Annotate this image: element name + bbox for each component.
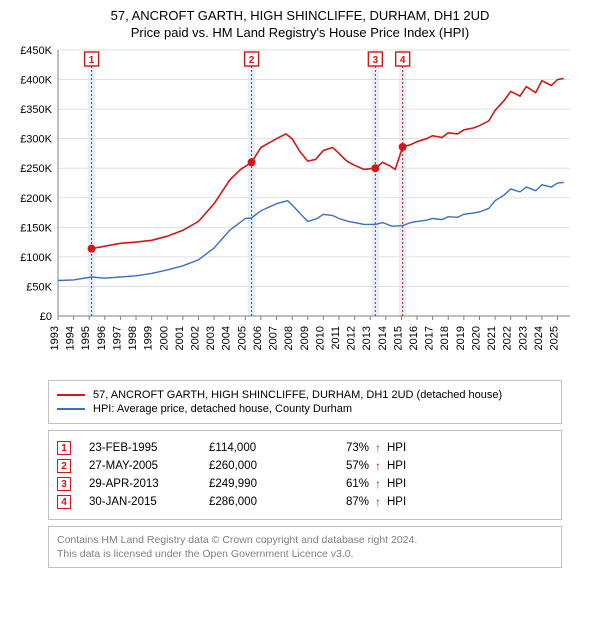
up-arrow-icon: ↑	[375, 495, 381, 509]
svg-text:3: 3	[373, 55, 379, 66]
svg-text:1998: 1998	[127, 326, 139, 350]
chart-area: £0 £50K £100K £150K £200K £250K £300K £350K £400…	[10, 44, 590, 374]
svg-text:£150K: £150K	[20, 222, 52, 234]
svg-text:2021: 2021	[486, 326, 498, 350]
event-pct: 87%	[319, 496, 369, 508]
svg-text:2025: 2025	[549, 326, 561, 350]
event-date: 30-JAN-2015	[89, 496, 209, 508]
svg-text:£50K: £50K	[26, 281, 52, 293]
event-date: 29-APR-2013	[89, 478, 209, 490]
up-arrow-icon: ↑	[375, 441, 381, 455]
attribution-line: Contains HM Land Registry data © Crown c…	[57, 533, 553, 547]
legend-swatch	[57, 394, 85, 396]
legend: 57, ANCROFT GARTH, HIGH SHINCLIFFE, DURH…	[48, 380, 562, 424]
chart-subtitle: Price paid vs. HM Land Registry's House …	[10, 25, 590, 40]
event-price: £114,000	[209, 442, 319, 454]
attribution-line: This data is licensed under the Open Gov…	[57, 547, 553, 561]
svg-text:2009: 2009	[299, 326, 311, 350]
event-table: 123-FEB-1995£114,00073%↑HPI227-MAY-2005£…	[48, 430, 562, 520]
svg-text:2019: 2019	[455, 326, 467, 350]
event-row: 4 30-JAN-2015£286,00087% ↑ HPI	[57, 495, 553, 509]
event-badge: 4	[57, 495, 71, 509]
legend-item: HPI: Average price, detached house, Coun…	[57, 403, 553, 415]
legend-label: HPI: Average price, detached house, Coun…	[93, 403, 352, 415]
svg-text:1997: 1997	[111, 326, 123, 350]
svg-text:2022: 2022	[502, 326, 514, 350]
legend-item: 57, ANCROFT GARTH, HIGH SHINCLIFFE, DURH…	[57, 389, 553, 401]
svg-text:2010: 2010	[314, 326, 326, 350]
svg-text:£300K: £300K	[20, 134, 52, 146]
chart-title: 57, ANCROFT GARTH, HIGH SHINCLIFFE, DURH…	[10, 8, 590, 23]
event-hpi-label: HPI	[387, 478, 406, 490]
event-badge: 2	[57, 459, 71, 473]
svg-text:2003: 2003	[205, 326, 217, 350]
svg-text:£400K: £400K	[20, 75, 52, 87]
svg-text:2004: 2004	[221, 326, 233, 350]
event-badge: 3	[57, 477, 71, 491]
svg-text:2001: 2001	[174, 326, 186, 350]
svg-text:£100K: £100K	[20, 252, 52, 264]
svg-text:2007: 2007	[268, 326, 280, 350]
up-arrow-icon: ↑	[375, 459, 381, 473]
event-price: £260,000	[209, 460, 319, 472]
svg-text:2024: 2024	[533, 326, 545, 350]
event-hpi-label: HPI	[387, 496, 406, 508]
svg-text:2012: 2012	[346, 326, 358, 350]
attribution: Contains HM Land Registry data © Crown c…	[48, 526, 562, 568]
legend-label: 57, ANCROFT GARTH, HIGH SHINCLIFFE, DURH…	[93, 389, 502, 401]
svg-text:2002: 2002	[189, 326, 201, 350]
event-date: 23-FEB-1995	[89, 442, 209, 454]
svg-text:2: 2	[249, 55, 255, 66]
svg-text:£450K: £450K	[20, 45, 52, 57]
event-hpi-label: HPI	[387, 460, 406, 472]
event-row: 3 29-APR-2013£249,99061% ↑ HPI	[57, 477, 553, 491]
svg-text:1995: 1995	[80, 326, 92, 350]
svg-text:£200K: £200K	[20, 193, 52, 205]
svg-text:2011: 2011	[330, 326, 342, 350]
svg-text:£250K: £250K	[20, 163, 52, 175]
svg-text:2017: 2017	[424, 326, 436, 350]
page-container: 57, ANCROFT GARTH, HIGH SHINCLIFFE, DURH…	[0, 0, 600, 568]
svg-text:4: 4	[400, 55, 406, 66]
svg-text:1994: 1994	[65, 326, 77, 350]
svg-text:2016: 2016	[408, 326, 420, 350]
svg-text:2015: 2015	[392, 326, 404, 350]
title-block: 57, ANCROFT GARTH, HIGH SHINCLIFFE, DURH…	[0, 0, 600, 44]
svg-text:2023: 2023	[517, 326, 529, 350]
svg-text:2018: 2018	[439, 326, 451, 350]
legend-swatch	[57, 408, 85, 410]
svg-text:2005: 2005	[236, 326, 248, 350]
event-badge: 1	[57, 441, 71, 455]
svg-text:2013: 2013	[361, 326, 373, 350]
svg-text:2020: 2020	[470, 326, 482, 350]
event-hpi-label: HPI	[387, 442, 406, 454]
svg-text:1: 1	[89, 55, 95, 66]
event-pct: 73%	[319, 442, 369, 454]
event-price: £249,990	[209, 478, 319, 490]
event-date: 27-MAY-2005	[89, 460, 209, 472]
svg-text:1996: 1996	[96, 326, 108, 350]
svg-text:£350K: £350K	[20, 104, 52, 116]
event-row: 2 27-MAY-2005£260,00057% ↑ HPI	[57, 459, 553, 473]
event-row: 1 23-FEB-1995£114,00073% ↑ HPI	[57, 441, 553, 455]
svg-text:2008: 2008	[283, 326, 295, 350]
up-arrow-icon: ↑	[375, 477, 381, 491]
svg-text:2006: 2006	[252, 326, 264, 350]
svg-text:2000: 2000	[158, 326, 170, 350]
event-price: £286,000	[209, 496, 319, 508]
svg-text:2014: 2014	[377, 326, 389, 350]
event-pct: 57%	[319, 460, 369, 472]
chart-svg: £0 £50K £100K £150K £200K £250K £300K £350K £400…	[10, 44, 590, 374]
event-pct: 61%	[319, 478, 369, 490]
svg-text:1999: 1999	[143, 326, 155, 350]
svg-text:1993: 1993	[49, 326, 61, 350]
svg-text:£0: £0	[40, 311, 52, 323]
